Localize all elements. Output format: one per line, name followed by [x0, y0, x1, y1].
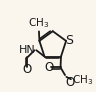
Text: S: S: [65, 34, 74, 47]
Text: O: O: [66, 76, 75, 89]
Text: O: O: [45, 61, 54, 74]
Text: CH$_3$: CH$_3$: [28, 16, 50, 30]
Text: CH$_3$: CH$_3$: [72, 73, 94, 87]
Text: HN: HN: [19, 45, 36, 55]
Text: O: O: [23, 63, 32, 76]
